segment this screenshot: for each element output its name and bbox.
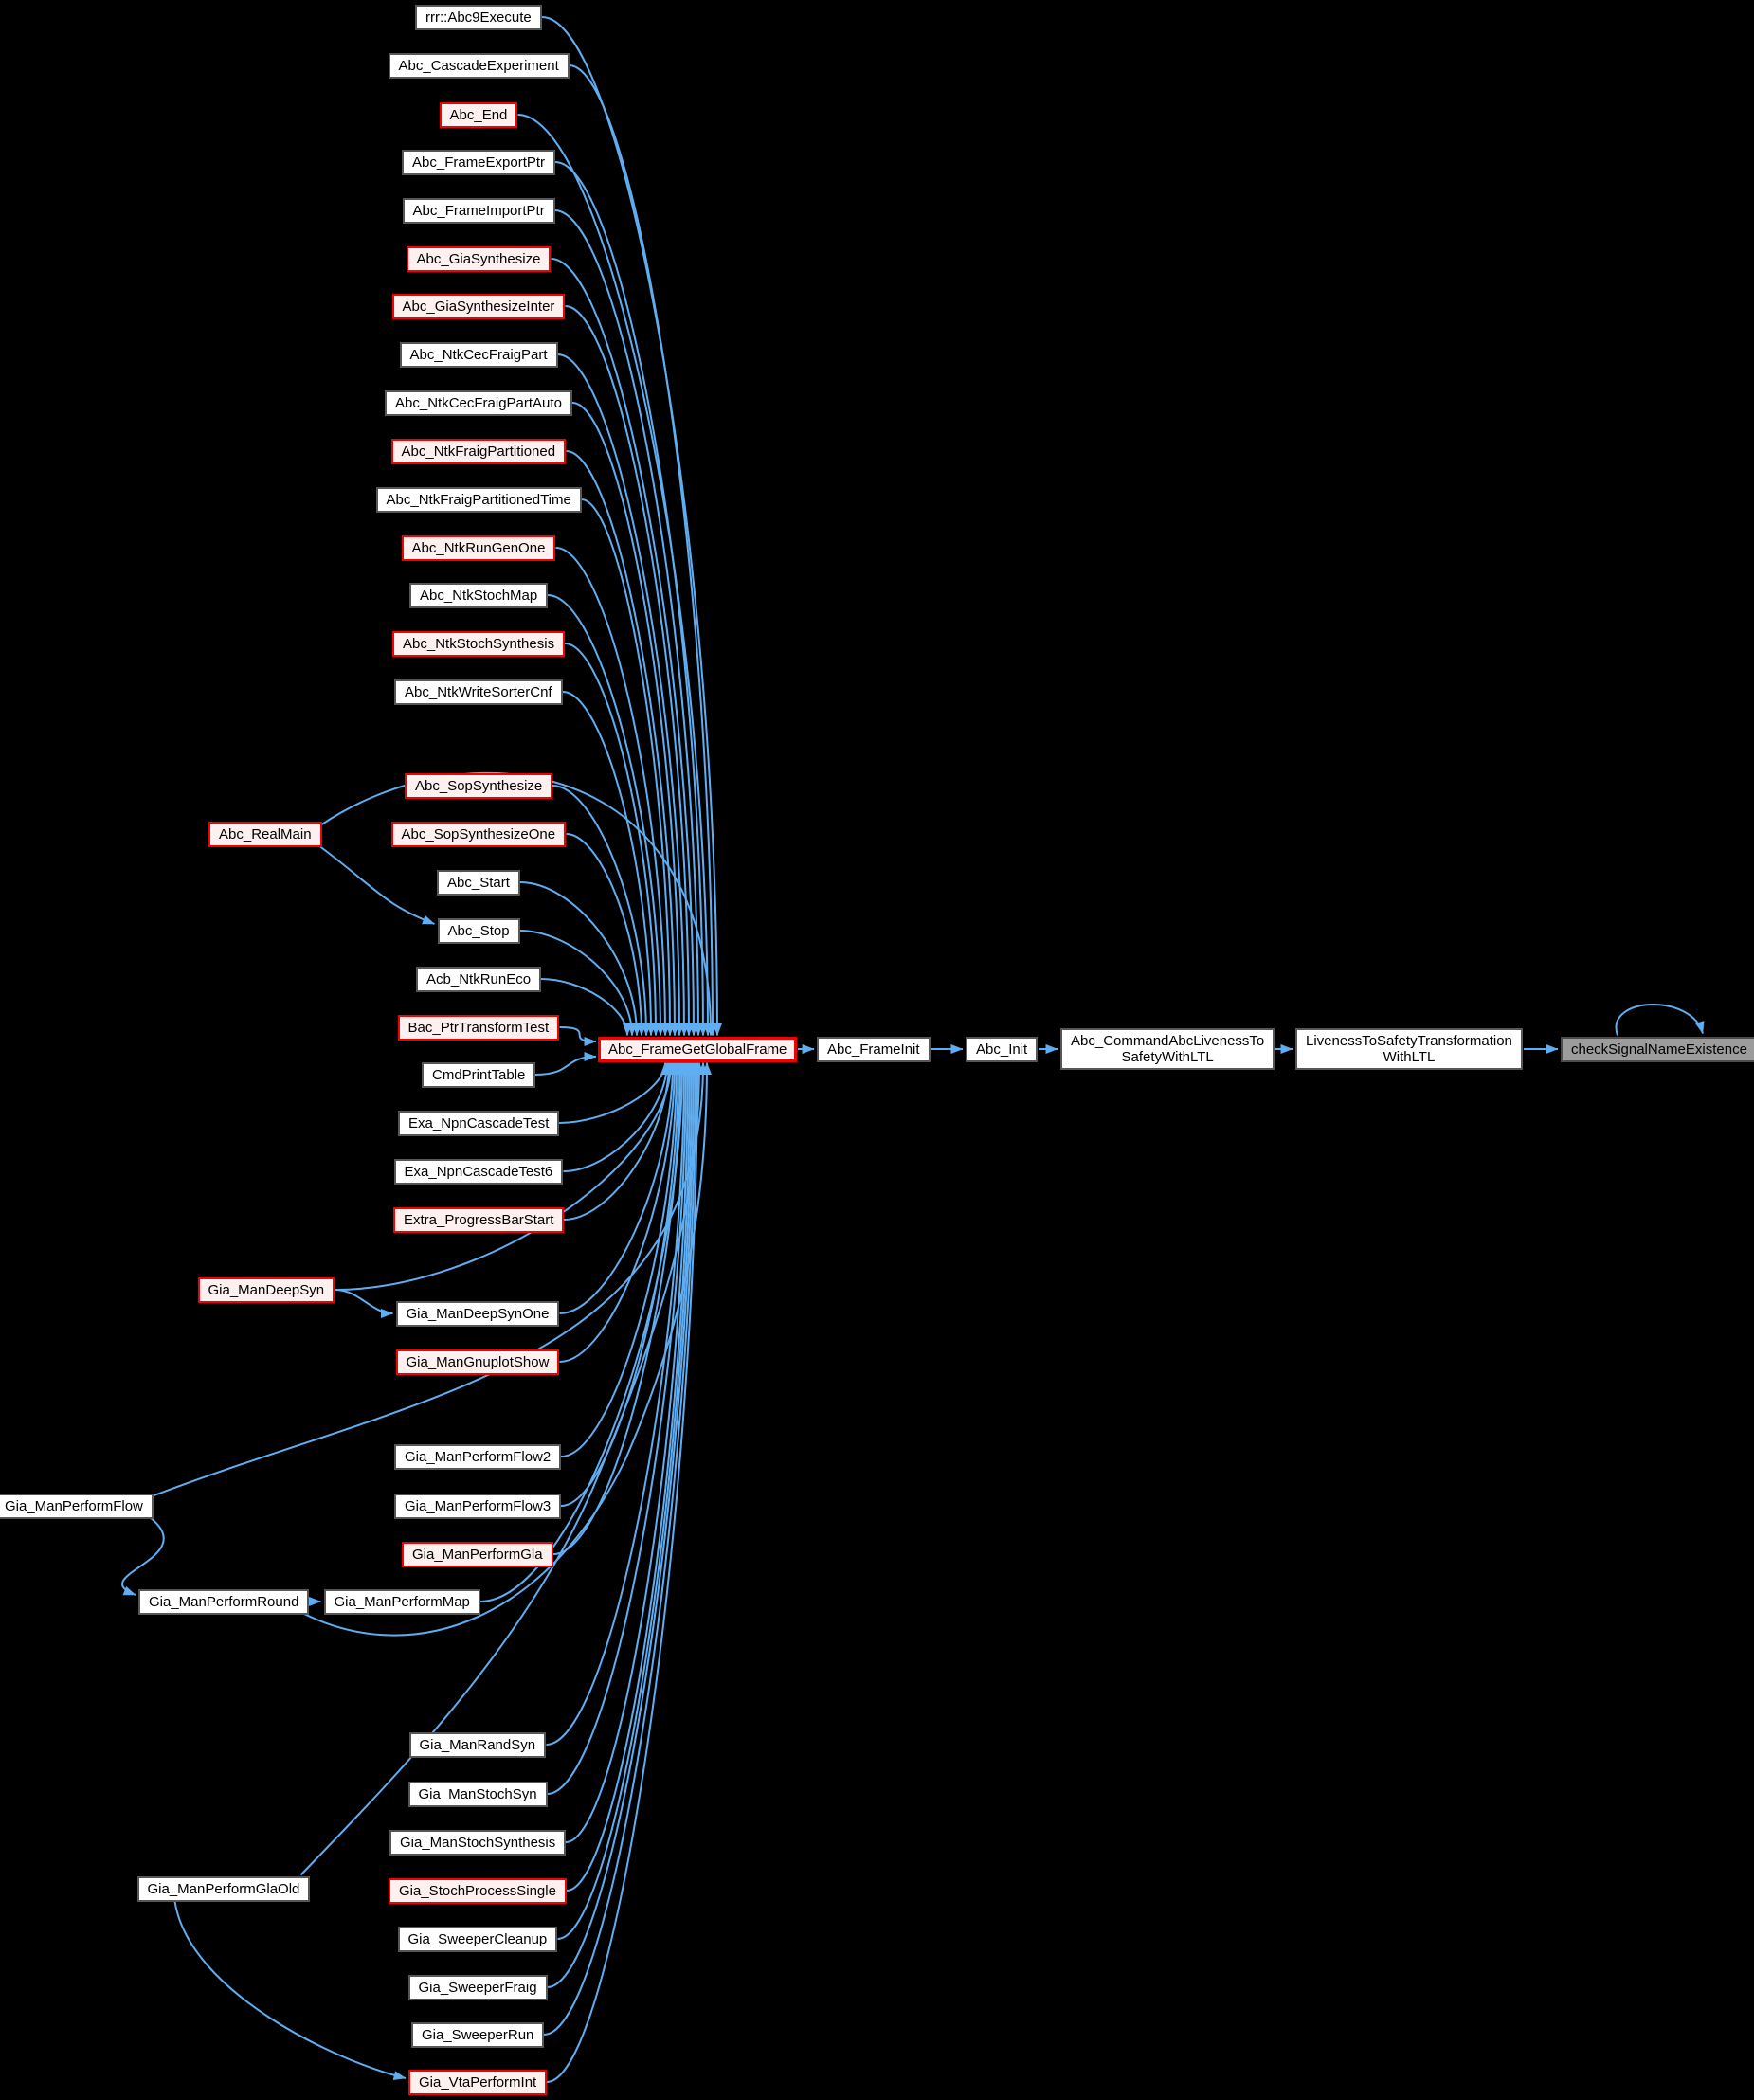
node-AbcInit[interactable]: Abc_Init — [966, 1036, 1039, 1062]
edge-GiaVtaPerformInt-center — [546, 1062, 702, 2083]
node-GiaManPerformMap[interactable]: Gia_ManPerformMap — [323, 1588, 480, 1615]
edge-GiaManPerformMap-center — [479, 1062, 687, 1602]
edge-AbcNtkCecFraigPart-center — [557, 353, 689, 1036]
node-GiaSweeperRun[interactable]: Gia_SweeperRun — [411, 2021, 545, 2048]
node-GiaManPerformFlow3[interactable]: Gia_ManPerformFlow3 — [394, 1493, 562, 1519]
node-LivenessToSafetyTransformationWithLTL[interactable]: LivenessToSafetyTransformation WithLTL — [1295, 1028, 1523, 1070]
node-AbcFrameExportPtr[interactable]: Abc_FrameExportPtr — [402, 149, 556, 175]
edge-AbcRealMain-AbcStop — [316, 842, 435, 925]
node-ExaNpnCascadeTest6[interactable]: Exa_NpnCascadeTest6 — [393, 1158, 564, 1185]
edge-GiaManPerformFlow2-center — [560, 1062, 681, 1457]
node-GiaManPerformFlow[interactable]: Gia_ManPerformFlow — [0, 1493, 154, 1519]
node-AbcEnd[interactable]: Abc_End — [439, 101, 518, 128]
node-AbcNtkCecFraigPart[interactable]: Abc_NtkCecFraigPart — [399, 341, 558, 368]
edge-GiaStochProcessSingle-center — [566, 1062, 695, 1892]
edge-AbcNtkRunGenOne-center — [555, 547, 670, 1036]
node-GiaSweeperCleanup[interactable]: Gia_SweeperCleanup — [397, 1926, 558, 1952]
node-GiaManDeepSynOne[interactable]: Gia_ManDeepSynOne — [395, 1300, 560, 1327]
edge-AbcNtkStochSynthesis-center — [564, 643, 660, 1036]
edge-AbcFrameImportPtr-center — [554, 209, 703, 1036]
edge-ExaNpnCascadeTest6-center — [563, 1062, 672, 1172]
edge-AbcNtkCecFraigPartAuto-center — [571, 402, 684, 1036]
edge-checkSignalNameExistence-checkSignalNameExistence — [1615, 1004, 1705, 1036]
edge-AcbNtkRunEco-center — [540, 978, 632, 1036]
node-AbcGiaSynthesizeInter[interactable]: Abc_GiaSynthesizeInter — [391, 293, 566, 319]
node-AbcFrameGetGlobalFrame[interactable]: Abc_FrameGetGlobalFrame — [598, 1036, 798, 1062]
edge-GiaManPerformGlaOld-AbcFrameGetGlobalFrame — [299, 1062, 704, 1876]
edge-AbcNtkWriteSorterCnf-center — [562, 691, 656, 1036]
node-GiaManStochSynthesis[interactable]: Gia_ManStochSynthesis — [389, 1829, 567, 1856]
node-GiaManPerformRound[interactable]: Gia_ManPerformRound — [138, 1588, 310, 1615]
node-GiaManGnuplotShow[interactable]: Gia_ManGnuplotShow — [395, 1349, 560, 1375]
edge-AbcRealMain-AbcFrameGetGlobalFrame — [319, 772, 715, 1036]
node-AbcFrameImportPtr[interactable]: Abc_FrameImportPtr — [402, 197, 555, 224]
node-GiaManDeepSyn[interactable]: Gia_ManDeepSyn — [197, 1276, 335, 1303]
edge-GiaManDeepSynOne-center — [559, 1062, 678, 1314]
edge-GiaManPerformGlaOld-GiaVtaPerformInt — [173, 1901, 407, 2080]
edge-AbcGiaSynthesizeInter-center — [565, 305, 694, 1036]
edge-GiaManDeepSyn-GiaManDeepSynOne — [335, 1289, 393, 1318]
node-AbcCommandAbcLivenessToSafetyWithLTL[interactable]: Abc_CommandAbcLivenessTo SafetyWithLTL — [1060, 1028, 1275, 1070]
node-GiaSweeperFraig[interactable]: Gia_SweeperFraig — [407, 1974, 548, 2000]
edge-AbcNtkStochMap-center — [547, 594, 665, 1036]
node-AbcNtkCecFraigPartAuto[interactable]: Abc_NtkCecFraigPartAuto — [385, 389, 572, 416]
edge-AbcEnd-center — [517, 114, 713, 1036]
node-AbcStart[interactable]: Abc_Start — [437, 869, 520, 896]
node-AbcFrameInit[interactable]: Abc_FrameInit — [817, 1036, 931, 1062]
edge-GiaSweeperRun-center — [543, 1062, 700, 2036]
edge-BacPtrTransformTest-center — [559, 1026, 597, 1046]
edge-AbcNtkFraigPartitionedTime-center — [581, 498, 675, 1036]
node-BacPtrTransformTest[interactable]: Bac_PtrTransformTest — [397, 1014, 560, 1041]
edge-AbcCascadeExperiment-center — [569, 64, 717, 1036]
edge-GiaManPerformRound-AbcFrameGetGlobalFrame — [302, 1062, 712, 1637]
node-AbcNtkFraigPartitionedTime[interactable]: Abc_NtkFraigPartitionedTime — [375, 486, 582, 513]
node-ExtraProgressBarStart[interactable]: Extra_ProgressBarStart — [393, 1206, 565, 1233]
edge-GiaManGnuplotShow-center — [559, 1062, 679, 1363]
edge-AbcSopSynthesize-center — [552, 785, 651, 1036]
edge-GiaSweeperFraig-center — [547, 1062, 698, 1988]
node-AbcNtkStochSynthesis[interactable]: Abc_NtkStochSynthesis — [392, 630, 566, 657]
node-GiaStochProcessSingle[interactable]: Gia_StochProcessSingle — [389, 1877, 567, 1904]
node-ExaNpnCascadeTest[interactable]: Exa_NpnCascadeTest — [398, 1110, 560, 1136]
edge-GiaSweeperCleanup-center — [557, 1062, 696, 1940]
edge-GiaManPerformFlow-GiaManPerformRound — [121, 1514, 165, 1596]
edge-AbcGiaSynthesize-center — [551, 258, 698, 1036]
node-CmdPrintTable[interactable]: CmdPrintTable — [422, 1061, 536, 1088]
edge-GiaManStochSyn-center — [547, 1062, 691, 1795]
node-AbcRealMain[interactable]: Abc_RealMain — [208, 821, 322, 847]
node-checkSignalNameExistence[interactable]: checkSignalNameExistence — [1561, 1036, 1754, 1062]
node-AbcNtkStochMap[interactable]: Abc_NtkStochMap — [409, 582, 549, 608]
edge-AbcStop-center — [519, 930, 637, 1036]
node-AbcSopSynthesizeOne[interactable]: Abc_SopSynthesizeOne — [390, 821, 567, 847]
node-GiaManRandSyn[interactable]: Gia_ManRandSyn — [408, 1731, 547, 1758]
node-GiaManStochSyn[interactable]: Gia_ManStochSyn — [407, 1781, 548, 1807]
edge-GiaManPerformFlow3-center — [560, 1062, 683, 1507]
node-Abc9Execute[interactable]: rrr::Abc9Execute — [415, 4, 542, 30]
edge-AbcNtkFraigPartitioned-center — [566, 450, 679, 1036]
node-AbcGiaSynthesize[interactable]: Abc_GiaSynthesize — [406, 245, 552, 272]
node-AbcNtkFraigPartitioned[interactable]: Abc_NtkFraigPartitioned — [390, 438, 567, 464]
node-AcbNtkRunEco[interactable]: Acb_NtkRunEco — [416, 966, 542, 992]
node-AbcNtkWriteSorterCnf[interactable]: Abc_NtkWriteSorterCnf — [394, 679, 563, 705]
edge-AbcStart-center — [519, 881, 642, 1036]
node-AbcNtkRunGenOne[interactable]: Abc_NtkRunGenOne — [401, 534, 556, 561]
node-AbcSopSynthesize[interactable]: Abc_SopSynthesize — [405, 772, 553, 799]
edge-CmdPrintTable-center — [534, 1052, 597, 1076]
edge-AbcSopSynthesizeOne-center — [566, 833, 646, 1036]
node-GiaManPerformFlow2[interactable]: Gia_ManPerformFlow2 — [394, 1443, 562, 1470]
node-GiaVtaPerformInt[interactable]: Gia_VtaPerformInt — [408, 2069, 548, 2095]
node-AbcCascadeExperiment[interactable]: Abc_CascadeExperiment — [388, 52, 570, 79]
edge-AbcFrameExportPtr-center — [554, 161, 708, 1036]
node-GiaManPerformGlaOld[interactable]: Gia_ManPerformGlaOld — [136, 1875, 311, 1902]
node-AbcStop[interactable]: Abc_Stop — [437, 917, 520, 944]
node-GiaManPerformGla[interactable]: Gia_ManPerformGla — [402, 1541, 553, 1567]
